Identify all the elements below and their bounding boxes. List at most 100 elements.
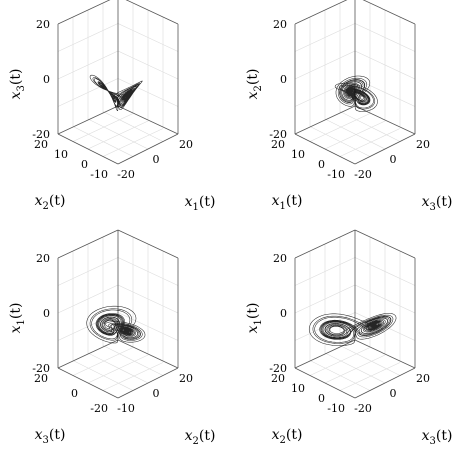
attractor-trajectory [86, 305, 146, 344]
axis-edge [362, 0, 416, 25]
axis-edge [117, 105, 179, 135]
y-tick-label: -10 [90, 168, 108, 181]
axis-edge [294, 105, 356, 135]
x-tick-label: 0 [390, 153, 397, 166]
grid-line [102, 111, 164, 142]
grid-line [339, 111, 401, 142]
attractor-trajectory [89, 74, 143, 111]
axis-edge [125, 0, 179, 25]
x-tick-label: 20 [416, 138, 430, 151]
y-axis-label: x2(t) [272, 427, 303, 446]
axis-edge [294, 229, 356, 259]
axis-edge [57, 105, 119, 135]
x-tick-label: 0 [390, 387, 397, 400]
y-tick-label: 20 [271, 138, 285, 151]
axes-box [57, 0, 179, 165]
z-tick-label: 20 [273, 252, 287, 265]
axis-edge [294, 339, 356, 369]
x-axis-label: x2(t) [185, 428, 216, 447]
z-axis-label: x1(t) [8, 303, 27, 334]
z-tick-label: -20 [269, 128, 287, 141]
grid-line [309, 126, 371, 157]
y-axis-label: x1(t) [272, 193, 303, 212]
y-axis-label: x2(t) [35, 193, 66, 212]
axis-edge [354, 229, 416, 259]
z-tick-label: 20 [273, 18, 287, 31]
y-tick-label: 0 [71, 387, 78, 400]
axis-edge [294, 0, 348, 25]
y-tick-label: 0 [318, 392, 325, 405]
z-tick-label: 0 [43, 73, 50, 86]
axis-edge [57, 367, 119, 399]
y-axis-label: x3(t) [35, 427, 66, 446]
axis-edge [117, 367, 179, 399]
grid-line [324, 120, 386, 150]
grid-line [324, 352, 386, 384]
y-tick-label: 10 [291, 382, 305, 395]
z-tick-label: 0 [43, 307, 50, 320]
grid-line [102, 362, 164, 391]
z-tick-label: -20 [269, 362, 287, 375]
z-axis-label: x1(t) [245, 303, 264, 334]
axis-edge [117, 229, 179, 259]
x-tick-label: -20 [354, 168, 372, 181]
x-axis-label: x3(t) [422, 428, 453, 447]
x-tick-label: 20 [179, 372, 193, 385]
grid-line [339, 345, 401, 376]
attractor-trajectory [308, 313, 397, 346]
x-tick-label: -10 [117, 402, 135, 415]
axis-edge [354, 367, 416, 399]
grid-line [339, 128, 401, 157]
grid-line [72, 360, 134, 391]
grid-line [72, 347, 134, 376]
grid-line [324, 354, 386, 384]
z-tick-label: 20 [36, 18, 50, 31]
x-tick-label: -20 [354, 402, 372, 415]
attractor-trajectory [334, 75, 378, 112]
axis-edge [57, 0, 111, 25]
grid-line [87, 354, 149, 384]
x-tick-label: 0 [153, 387, 160, 400]
axis-edge [57, 339, 119, 369]
grid-line [87, 118, 149, 150]
x-tick-label: -20 [117, 168, 135, 181]
z-tick-label: 0 [280, 307, 287, 320]
z-tick-label: 0 [280, 73, 287, 86]
axis-edge [57, 229, 119, 259]
grid-line [309, 113, 371, 142]
x-tick-label: 20 [416, 372, 430, 385]
grid-line [309, 347, 371, 376]
axis-edge [294, 367, 356, 399]
grid-line [87, 352, 149, 384]
y-tick-label: 0 [318, 158, 325, 171]
axis-edge [117, 339, 179, 369]
grid-line [309, 360, 371, 391]
grid-line [102, 128, 164, 157]
grid-lines [57, 237, 179, 391]
y-tick-label: -10 [327, 168, 345, 181]
x-tick-label: 20 [179, 138, 193, 151]
grid-line [102, 345, 164, 376]
z-tick-label: -20 [32, 362, 50, 375]
y-tick-label: -20 [90, 402, 108, 415]
x-axis-label: x3(t) [422, 194, 453, 213]
grid-line [87, 120, 149, 150]
axes-box [57, 229, 179, 399]
grid-line [324, 118, 386, 150]
z-tick-label: -20 [32, 128, 50, 141]
axis-edge [354, 133, 416, 165]
grid-line [72, 126, 134, 157]
y-tick-label: -10 [327, 402, 345, 415]
axis-edge [354, 339, 416, 369]
axis-edge [117, 133, 179, 165]
y-tick-label: 10 [291, 148, 305, 161]
y-tick-label: 0 [81, 158, 88, 171]
axes-box [294, 229, 416, 399]
grid-lines [294, 237, 416, 391]
x-tick-label: 0 [153, 153, 160, 166]
